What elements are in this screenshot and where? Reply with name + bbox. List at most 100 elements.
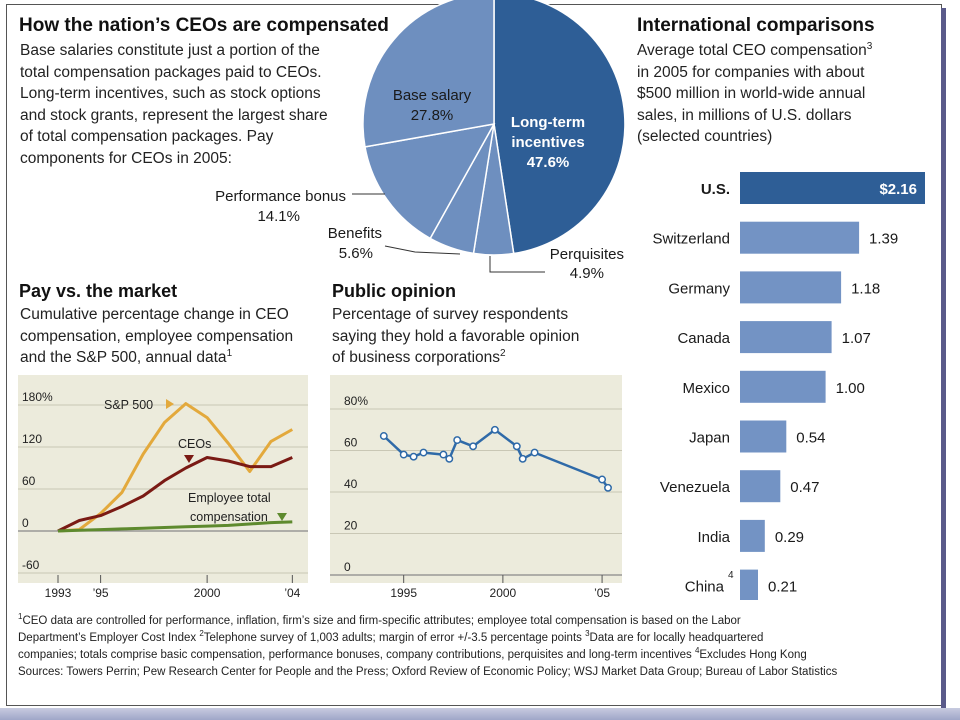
opinion-point	[439, 450, 448, 459]
bar-0	[740, 172, 925, 204]
value-label: $2.16	[879, 181, 917, 198]
pie-slice-long-term-incentives	[493, 0, 626, 255]
pie-slice-base-salary	[362, 0, 495, 148]
china-footnote-ref: 4	[728, 570, 734, 581]
x-tick-label: ’05	[594, 586, 610, 600]
footnote-text: Telephone survey of 1,003 adults; margin…	[203, 632, 586, 644]
intl-desc-line: sales, in millions of U.S. dollars	[637, 106, 852, 124]
intl-desc-line: (selected countries)	[637, 128, 773, 145]
intl-description: Average total CEO compensation3 in 2005 …	[637, 40, 927, 148]
footnote-text: companies; totals comprise basic compens…	[18, 649, 695, 661]
performance-bonus-pct: 14.1%	[257, 208, 300, 225]
perquisites-label: Perquisites	[550, 246, 624, 263]
x-tick-label: 1993	[45, 586, 72, 600]
opinion-point	[419, 448, 428, 457]
footnote-text: CEO data are controlled for performance,…	[22, 615, 741, 627]
y-tick-label: 120	[22, 432, 42, 446]
bar-2	[740, 271, 842, 304]
pie-desc-line: total compensation packages paid to CEOs…	[20, 63, 322, 81]
country-label: India	[697, 529, 730, 546]
y-tick-label: 60	[22, 474, 36, 488]
x-tick-label: 2000	[490, 586, 517, 600]
pie-desc-line: Base salaries constitute just a portion …	[20, 42, 320, 59]
value-label: 0.47	[790, 479, 819, 496]
value-label: 0.29	[775, 529, 804, 546]
sp500-arrow-icon	[166, 399, 174, 409]
intl-desc-line: in 2005 for companies with about	[637, 63, 865, 81]
market-description: Cumulative percentage change in CEO comp…	[20, 304, 320, 369]
bar-4	[740, 370, 826, 403]
base-salary-label: Base salary	[393, 87, 472, 104]
y-tick-label: 40	[344, 477, 358, 491]
sources: Sources: Towers Perrin; Pew Research Cen…	[18, 666, 838, 678]
market-title: Pay vs. the market	[19, 281, 178, 301]
pie-desc-line: Long-term incentives, such as stock opti…	[20, 85, 321, 102]
footnote-number: 1	[18, 612, 23, 622]
y-tick-label: 20	[344, 519, 358, 533]
lti-label-line2: incentives	[511, 134, 584, 151]
benefits-leader	[384, 245, 461, 255]
footnote-number: 2	[199, 629, 204, 639]
bar-7	[740, 519, 765, 552]
footnote-number: 3	[585, 629, 590, 639]
opinion-desc-line: of business corporations	[332, 349, 501, 366]
y-tick-label: 0	[344, 560, 351, 574]
opinion-point	[469, 442, 478, 451]
opinion-point	[379, 432, 388, 440]
bar-8	[740, 569, 758, 600]
opinion-description: Percentage of survey respondents saying …	[332, 304, 632, 369]
value-label: 1.18	[851, 280, 880, 297]
ceos-arrow-icon	[184, 455, 194, 463]
employee-arrow-icon	[277, 513, 287, 521]
footnote-text: Data are for locally headquartered	[589, 632, 764, 644]
opinion-point	[598, 475, 607, 484]
opinion-point	[604, 483, 612, 492]
country-label: Canada	[677, 330, 730, 347]
pie-description: Base salaries constitute just a portion …	[20, 40, 360, 169]
pie-desc-line: of total compensation packages. Pay	[20, 128, 274, 145]
x-tick-label: 2000	[194, 586, 221, 600]
window-bottom-bar	[0, 708, 960, 720]
country-label: Switzerland	[652, 231, 730, 248]
country-label: Mexico	[682, 380, 730, 397]
opinion-desc-line: saying they hold a favorable opinion	[332, 327, 580, 345]
opinion-line-chart: 80% 60 40 20 0 1995 2000 ’05	[330, 375, 622, 600]
opinion-point	[399, 450, 408, 459]
pie-title: How the nation’s CEOs are compensated	[19, 15, 389, 36]
bar-5	[740, 420, 787, 453]
bar-1	[740, 221, 860, 254]
lti-label-line1: Long-term	[511, 114, 585, 131]
value-label: 0.54	[796, 430, 825, 447]
benefits-label: Benefits	[328, 225, 382, 242]
intl-desc-line: $500 million in world-wide annual	[637, 85, 866, 102]
intl-bar-chart: U.S. $2.16 Switzerland 1.39 Germany 1.18 Canad…	[652, 172, 925, 600]
employee-label-line2: compensation	[190, 510, 268, 524]
country-label: Germany	[668, 280, 730, 297]
chart-panel	[330, 375, 622, 583]
employee-label-line1: Employee total	[188, 491, 271, 505]
pie-desc-line: and stock grants, represent the largest …	[20, 106, 328, 124]
value-label: 1.00	[836, 380, 865, 397]
market-line-chart: 180% 120 60 0 -60 1993 ’95 2000 ’04 S&P 500 CEOs Em…	[18, 375, 308, 600]
pie-slices	[362, 0, 626, 256]
x-tick-label: ’95	[93, 586, 109, 600]
value-label: 0.21	[768, 579, 797, 596]
pie-slice-performance-bonus	[364, 122, 496, 240]
footnote-number: 4	[694, 646, 700, 656]
opinion-point	[490, 425, 499, 434]
chart-panel	[18, 375, 308, 583]
market-desc-line: and the S&P 500, annual data	[20, 349, 227, 366]
perquisites-leader	[489, 256, 545, 273]
opinion-title: Public opinion	[332, 281, 456, 301]
x-tick-label: ’04	[284, 586, 300, 600]
perquisites-pct: 4.9%	[570, 265, 604, 282]
opinion-desc-line: Percentage of survey respondents	[332, 306, 569, 323]
performance-bonus-label: Performance bonus	[215, 188, 346, 205]
pie-desc-line: components for CEOs in 2005:	[20, 149, 232, 167]
sp500-label: S&P 500	[104, 398, 153, 412]
benefits-pct: 5.6%	[339, 245, 373, 262]
footnote-ref: 1	[226, 347, 233, 359]
intl-title: International comparisons	[637, 15, 875, 36]
base-salary-pct: 27.8%	[411, 107, 454, 124]
y-tick-label: 60	[344, 436, 358, 450]
